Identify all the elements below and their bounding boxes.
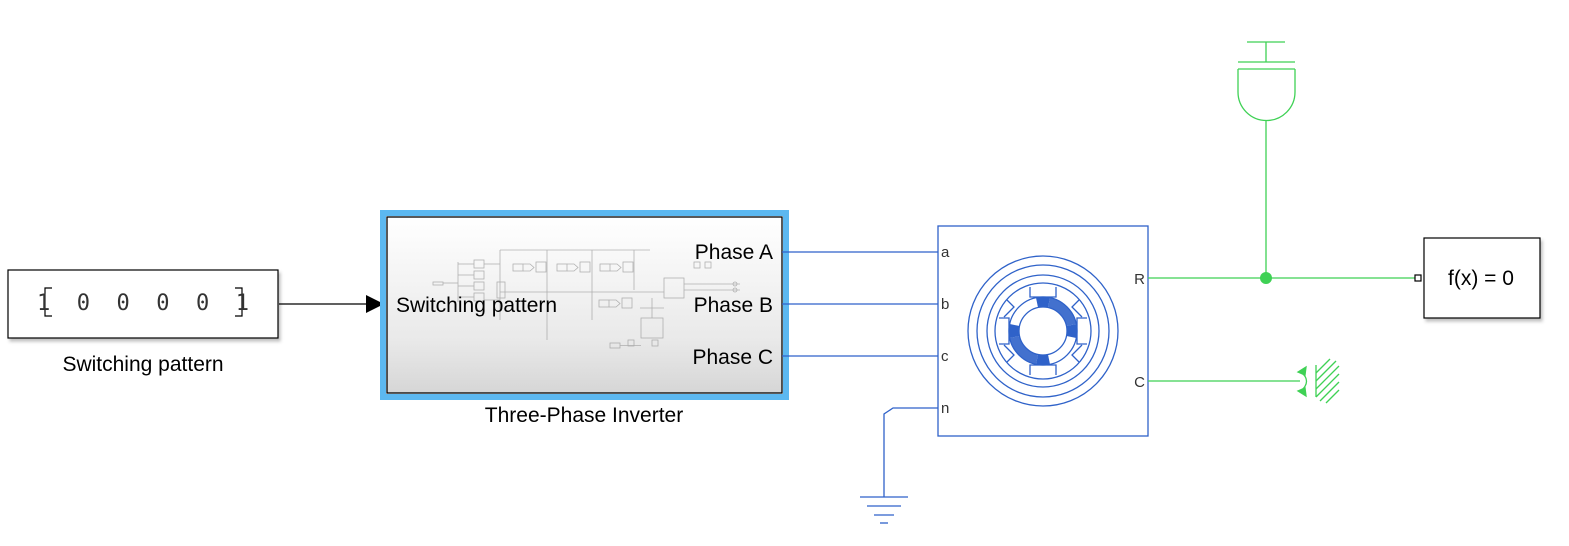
selection-highlight [380, 210, 789, 400]
motor-port-n: n [941, 400, 949, 417]
inverter-subsystem-preview-icon [432, 249, 740, 349]
electrical-ground-icon[interactable] [860, 496, 908, 524]
motor-port-c-case: C [1134, 374, 1145, 391]
motor-port-a: a [941, 244, 950, 261]
right-bracket-icon [235, 287, 243, 317]
constant-block-name: Switching pattern [62, 353, 223, 376]
electrical-connections[interactable] [782, 251, 938, 497]
constant-block[interactable]: 1 0 0 0 0 1 [7, 269, 279, 339]
inverter-port-phase-a: Phase A [695, 241, 773, 264]
constant-value: 1 0 0 0 0 1 [37, 291, 249, 316]
motor-port-c: c [941, 348, 949, 365]
motor-port-b: b [941, 296, 949, 313]
inverter-input-port-label: Switching pattern [396, 294, 557, 317]
inverter-port-phase-b: Phase B [694, 294, 773, 317]
mechanical-reference-icon[interactable] [1296, 358, 1340, 404]
mechanical-connections[interactable] [1148, 120, 1417, 382]
motor-block[interactable]: a b c n R C [937, 225, 1149, 437]
arrowhead-icon [366, 295, 384, 313]
left-bracket-icon [44, 287, 52, 317]
inverter-block-name: Three-Phase Inverter [485, 404, 683, 427]
inertia-icon[interactable] [1237, 41, 1296, 122]
signal-line[interactable] [279, 295, 384, 313]
junction-dot [1260, 272, 1272, 284]
solver-label: f(x) = 0 [1448, 267, 1514, 290]
connection-neutral [883, 407, 938, 497]
inverter-port-phase-c: Phase C [692, 346, 773, 369]
solver-port-icon [1414, 274, 1422, 282]
inverter-block[interactable]: Switching pattern Phase A Phase B Phase … [380, 210, 789, 400]
solver-configuration-block[interactable]: f(x) = 0 [1414, 237, 1541, 319]
motor-port-r: R [1134, 271, 1145, 288]
rotor-magnet-icon [1008, 296, 1078, 366]
